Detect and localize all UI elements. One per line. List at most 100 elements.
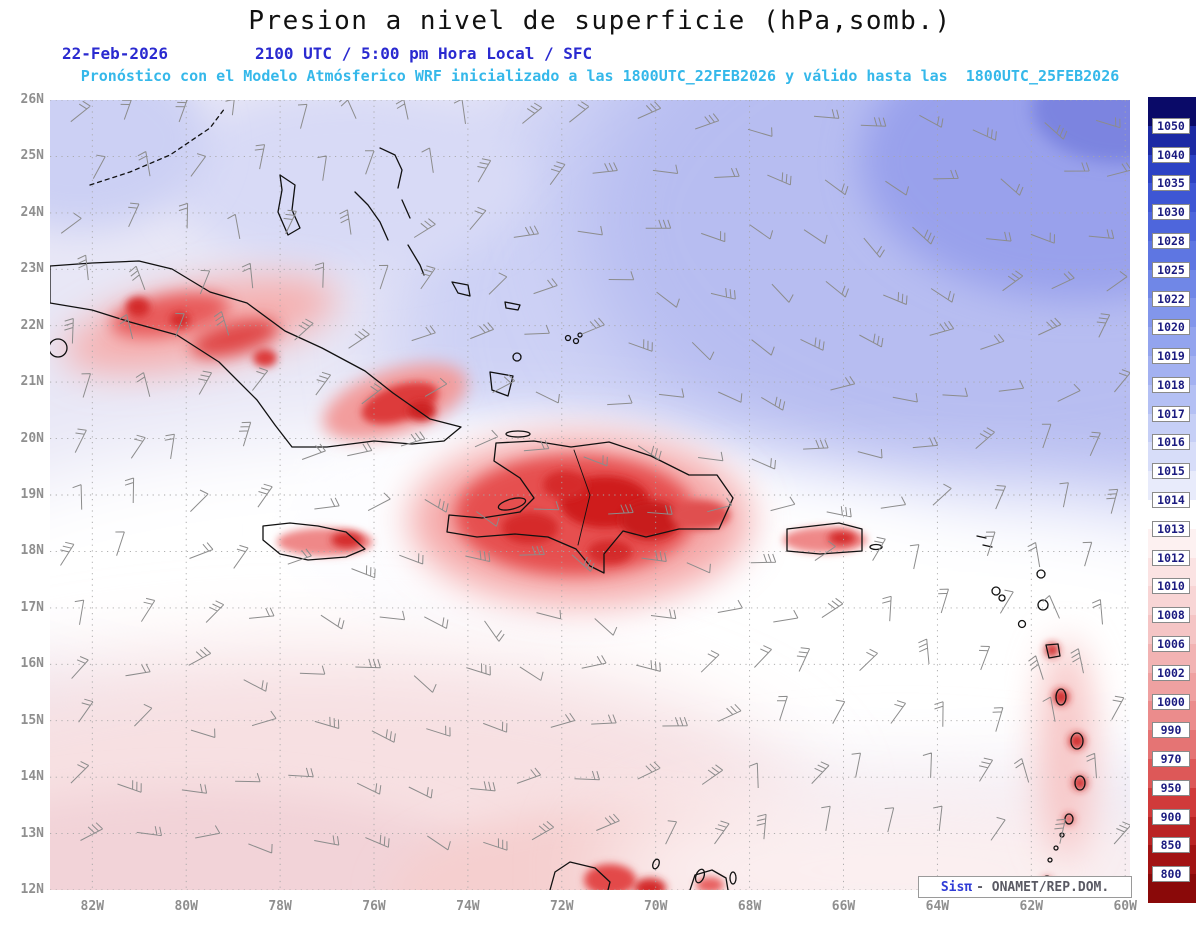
lat-label: 14N	[20, 769, 44, 785]
valid-time-row: 22-Feb-2026 2100 UTC / 5:00 pm Hora Loca…	[0, 44, 1200, 63]
page-title: Presion a nivel de superficie (hPa,somb.…	[248, 6, 952, 36]
colorbar-level-label: 1012	[1152, 549, 1190, 566]
lat-label: 24N	[20, 204, 44, 220]
colorbar-level-label: 950	[1152, 779, 1190, 796]
colorbar-level-label: 900	[1152, 808, 1190, 825]
florida-keys	[89, 107, 226, 186]
bonaire	[729, 871, 737, 885]
lat-label: 13N	[20, 825, 44, 841]
lat-label: 17N	[20, 599, 44, 615]
coastlines	[50, 107, 1086, 890]
lon-label: 80W	[174, 899, 198, 914]
forecast-model-info: Pronóstico con el Modelo Atmósferico WRF…	[80, 67, 1120, 85]
andros-island	[277, 174, 301, 236]
colorbar-level-label: 1028	[1152, 232, 1190, 249]
lat-label: 25N	[20, 148, 44, 164]
little-inagua	[512, 352, 522, 362]
colorbar-level-label: 1002	[1152, 664, 1190, 681]
barbuda	[1036, 569, 1046, 579]
lat-label: 18N	[20, 543, 44, 559]
lon-label: 82W	[80, 899, 105, 914]
lon-label: 64W	[925, 899, 950, 914]
colorbar-level-label: 1013	[1152, 520, 1190, 537]
tortue-island	[505, 430, 531, 438]
watermark-brand: Sisπ	[940, 880, 973, 895]
lat-label: 16N	[20, 656, 44, 672]
colorbar-level-label: 1019	[1152, 348, 1190, 365]
aruba	[652, 858, 660, 870]
pressure-map	[50, 100, 1130, 890]
lat-label: 19N	[20, 487, 44, 502]
turks-caicos	[564, 334, 572, 342]
lon-label: 66W	[831, 899, 856, 914]
colorbar-level-label: 850	[1152, 837, 1190, 854]
lon-label: 74W	[456, 899, 480, 914]
valid-time-label: 2100 UTC / 5:00 pm Hora Local / SFC	[255, 44, 593, 63]
vieques-island	[869, 543, 883, 551]
turks-caicos	[572, 337, 580, 345]
colorbar-level-label: 1050	[1152, 117, 1190, 134]
nevis	[998, 594, 1006, 602]
colorbar-level-label: 1035	[1152, 175, 1190, 192]
colorbar-level-label: 1025	[1152, 261, 1190, 278]
colorbar-level-label: 800	[1152, 866, 1190, 883]
isla-juventud-coastline	[50, 338, 68, 358]
dominica	[1055, 688, 1067, 706]
martinique	[1070, 732, 1084, 750]
colorbar-level-label: 1016	[1152, 434, 1190, 451]
lat-label: 26N	[20, 92, 44, 107]
lat-label: 12N	[20, 882, 44, 898]
guajira-peninsula	[549, 861, 611, 890]
colorbar-level-label: 1010	[1152, 578, 1190, 595]
st-lucia	[1074, 775, 1086, 791]
lon-label: 60W	[1113, 899, 1137, 914]
colorbar-level-label: 1008	[1152, 607, 1190, 624]
colorbar-level-label: 1040	[1152, 146, 1190, 163]
grenadines	[1047, 857, 1053, 863]
colorbar-level-label: 1018	[1152, 376, 1190, 393]
crooked-acklins	[451, 281, 471, 297]
cat-island	[401, 199, 411, 219]
colorbar-level-label: 1022	[1152, 290, 1190, 307]
colorbar-level-label: 1014	[1152, 492, 1190, 508]
exuma-chain	[354, 191, 389, 241]
watermark-suffix: - ONAMET/REP.DOM.	[976, 880, 1110, 895]
st-kitts	[991, 586, 1001, 596]
lon-label: 76W	[362, 899, 386, 914]
lon-label: 68W	[737, 899, 762, 914]
lat-label: 22N	[20, 317, 44, 333]
valid-date-label: 22-Feb-2026	[62, 44, 168, 63]
lat-label: 15N	[20, 712, 44, 728]
cuba-coastline	[50, 260, 462, 448]
colorbar-level-label: 1000	[1152, 693, 1190, 710]
colorbar-level-label: 1030	[1152, 204, 1190, 221]
guadeloupe	[1045, 643, 1061, 659]
lon-label: 62W	[1019, 899, 1044, 914]
colorbar-level-label: 970	[1152, 751, 1190, 768]
great-inagua	[489, 371, 514, 397]
lat-label: 23N	[20, 261, 44, 277]
colorbar-level-label: 1015	[1152, 463, 1190, 480]
mayaguana-island	[504, 301, 521, 311]
grenadines	[1053, 845, 1059, 851]
turks-caicos	[577, 332, 583, 338]
hispaniola-coastline	[446, 440, 734, 574]
wind-barbs	[60, 100, 1130, 854]
haiti-dr-border	[573, 449, 591, 546]
lon-label: 78W	[268, 899, 292, 914]
colorbar-level-label: 1020	[1152, 319, 1190, 336]
colorbar-level-label: 1017	[1152, 405, 1190, 422]
long-island-bahamas	[407, 244, 425, 276]
gonave-island	[497, 497, 527, 511]
eleuthera-island	[379, 147, 403, 189]
lat-label: 21N	[20, 374, 44, 390]
pressure-shading	[50, 100, 1130, 890]
watermark: Sisπ - ONAMET/REP.DOM.	[918, 876, 1132, 898]
lon-label: 72W	[550, 899, 574, 914]
antigua	[1037, 599, 1049, 611]
puerto-rico-coastline	[786, 522, 863, 555]
paraguana-peninsula	[689, 869, 729, 890]
map-canvas: 26N 25N 24N 23N 22N 21N 20N 19N 18N 17N 16N 15N 14N 1…	[21, 92, 1137, 914]
jamaica-coastline	[262, 522, 366, 561]
